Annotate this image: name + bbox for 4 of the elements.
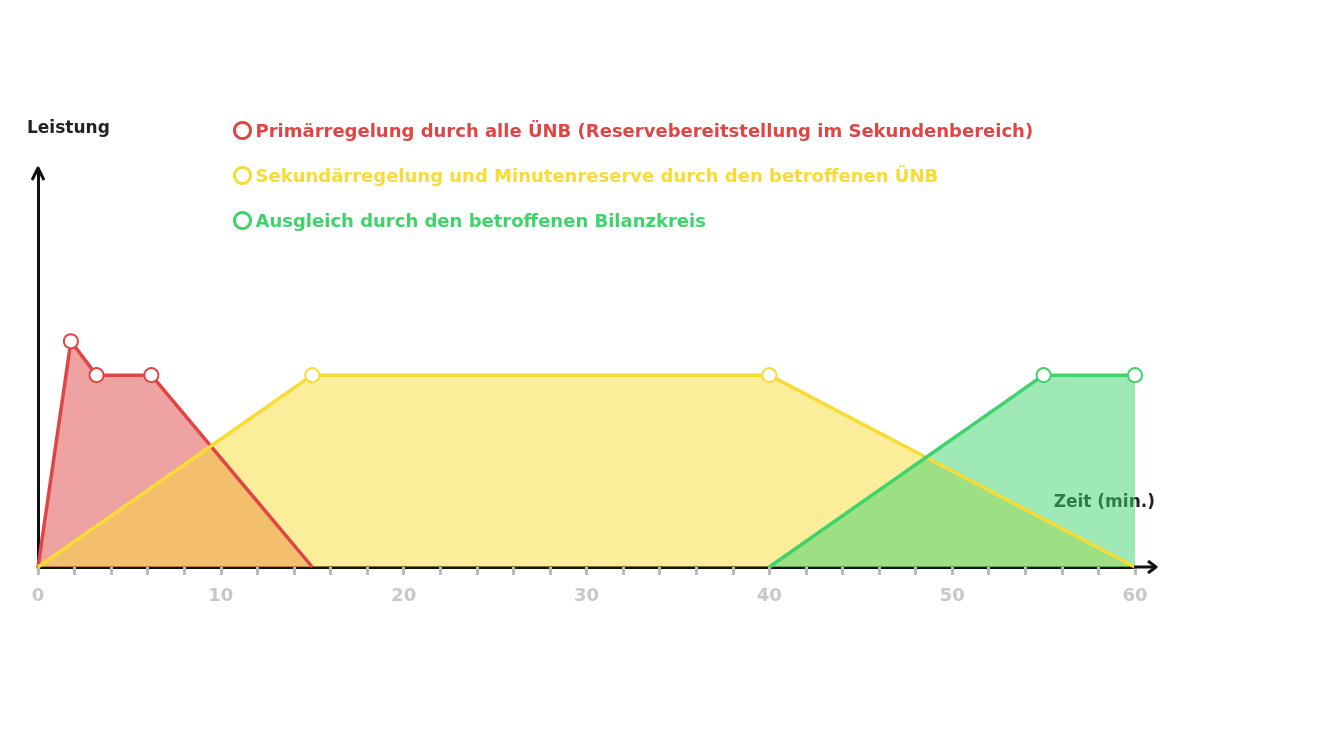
text: Leistung xyxy=(27,116,110,137)
legend-label: Ausgleich durch den betroffenen Bilanzkreis xyxy=(255,210,706,231)
legend-label: Sekundärregelung und Minutenreserve durch den betroffenen ÜNB xyxy=(255,165,939,186)
legend-label: Primärregelung durch alle ÜNB (Reservebereitstellung im Sekundenbereich) xyxy=(255,120,1034,141)
